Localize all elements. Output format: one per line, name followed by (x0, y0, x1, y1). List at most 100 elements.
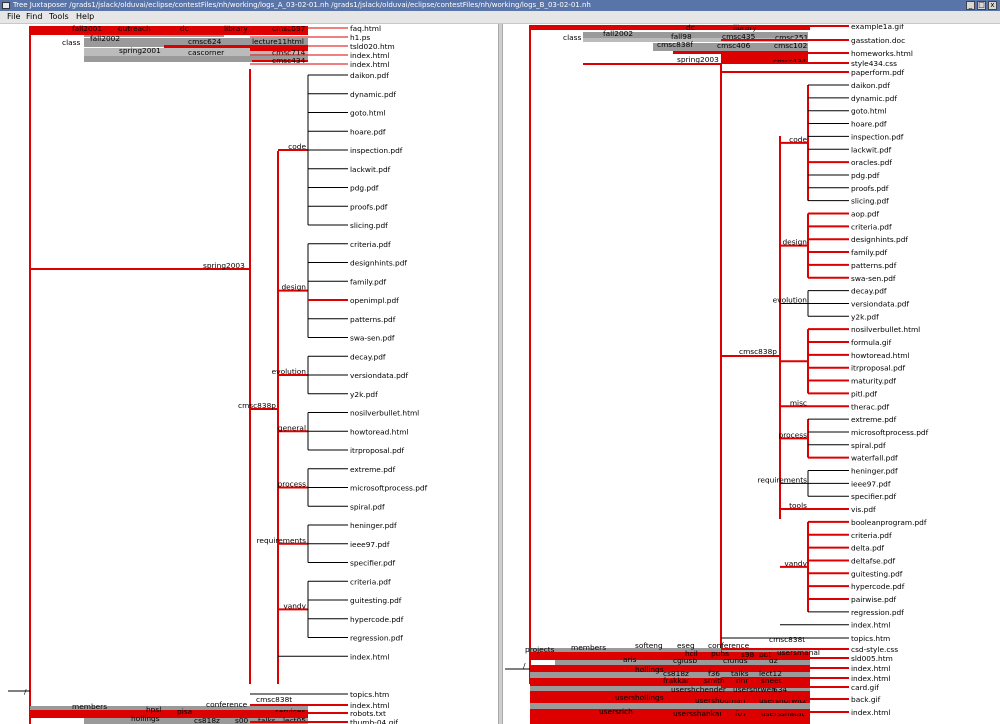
file-leaf[interactable]: index.html (350, 51, 389, 60)
file-leaf[interactable]: topics.htm (350, 690, 389, 699)
file-leaf[interactable]: index.html (851, 674, 890, 683)
file-leaf[interactable]: extreme.pdf (350, 465, 396, 474)
file-leaf[interactable]: oracles.pdf (851, 158, 892, 167)
file-leaf[interactable]: style434.css (851, 59, 897, 68)
file-leaf[interactable]: family.pdf (350, 277, 386, 286)
file-leaf[interactable]: howtoread.html (350, 427, 409, 436)
file-leaf[interactable]: spiral.pdf (350, 502, 385, 511)
file-leaf[interactable]: patterns.pdf (851, 261, 897, 270)
file-leaf[interactable]: vis.pdf (851, 505, 876, 514)
file-leaf[interactable]: itrproposal.pdf (851, 364, 905, 373)
file-leaf[interactable]: inspection.pdf (851, 132, 904, 141)
file-leaf[interactable]: y2k.pdf (851, 312, 879, 321)
file-leaf[interactable]: goto.html (851, 107, 887, 116)
file-leaf[interactable]: criteria.pdf (851, 222, 892, 231)
file-leaf[interactable]: swa-sen.pdf (851, 274, 896, 283)
file-leaf[interactable]: guitesting.pdf (851, 569, 903, 578)
file-leaf[interactable]: delta.pdf (851, 544, 884, 553)
file-leaf[interactable]: spiral.pdf (851, 441, 886, 450)
minimize-button[interactable]: _ (966, 1, 975, 10)
left-tree-pane[interactable]: fall2001 outreach dc library cmsc697 class fal… (0, 24, 498, 724)
file-leaf[interactable]: versiondata.pdf (350, 371, 408, 380)
file-leaf[interactable]: slicing.pdf (350, 221, 388, 230)
file-leaf[interactable]: dynamic.pdf (350, 90, 396, 99)
file-leaf[interactable]: aop.pdf (851, 210, 879, 219)
file-leaf[interactable]: regression.pdf (350, 634, 403, 643)
file-leaf[interactable]: lackwit.pdf (851, 145, 892, 154)
pane-divider[interactable] (498, 24, 503, 724)
file-leaf[interactable]: family.pdf (851, 248, 887, 257)
file-leaf[interactable]: heninger.pdf (350, 521, 397, 530)
file-leaf[interactable]: csd-style.css (851, 645, 898, 654)
file-leaf[interactable]: maturity.pdf (851, 377, 896, 386)
file-leaf[interactable]: waterfall.pdf (851, 454, 898, 463)
file-leaf[interactable]: extreme.pdf (851, 415, 897, 424)
file-leaf[interactable]: homeworks.html (851, 49, 913, 58)
file-leaf[interactable]: index.html (851, 708, 890, 717)
file-leaf[interactable]: hoare.pdf (350, 127, 386, 136)
file-leaf[interactable]: specifier.pdf (350, 559, 395, 568)
file-leaf[interactable]: daikon.pdf (851, 81, 890, 90)
file-leaf[interactable]: index.html (350, 652, 389, 661)
file-leaf[interactable]: topics.htm (851, 634, 890, 643)
file-leaf[interactable]: back.gif (851, 695, 881, 704)
file-leaf[interactable]: index.html (350, 60, 389, 69)
file-leaf[interactable]: microsoftprocess.pdf (350, 484, 428, 493)
file-leaf[interactable]: heninger.pdf (851, 467, 898, 476)
file-leaf[interactable]: decay.pdf (350, 352, 386, 361)
file-leaf[interactable]: index.html (851, 621, 890, 630)
file-leaf[interactable]: card.gif (851, 683, 879, 692)
file-leaf[interactable]: paperform.pdf (851, 68, 904, 77)
file-leaf[interactable]: proofs.pdf (350, 202, 388, 211)
file-leaf[interactable]: designhints.pdf (350, 259, 407, 268)
file-leaf[interactable]: index.html (350, 701, 389, 710)
file-leaf[interactable]: swa-sen.pdf (350, 334, 395, 343)
file-leaf[interactable]: ieee97.pdf (350, 540, 390, 549)
file-leaf[interactable]: decay.pdf (851, 287, 887, 296)
file-leaf[interactable]: microsoftprocess.pdf (851, 428, 929, 437)
file-leaf[interactable]: goto.html (350, 109, 386, 118)
file-leaf[interactable]: robots.txt (350, 709, 386, 718)
file-leaf[interactable]: pdg.pdf (851, 171, 880, 180)
file-leaf[interactable]: thumb-04.gif (350, 718, 398, 724)
file-leaf[interactable]: ieee97.pdf (851, 479, 891, 488)
menu-file[interactable]: File (7, 12, 21, 21)
file-leaf[interactable]: regression.pdf (851, 608, 904, 617)
maximize-button[interactable]: □ (977, 1, 986, 10)
file-leaf[interactable]: pairwise.pdf (851, 595, 897, 604)
file-leaf[interactable]: designhints.pdf (851, 235, 908, 244)
right-tree-pane[interactable]: dc library class fall2002 cmsc251 fall98 cmsc4… (503, 24, 1000, 724)
file-leaf[interactable]: h1.ps (350, 33, 370, 42)
file-leaf[interactable]: guitesting.pdf (350, 596, 402, 605)
file-leaf[interactable]: itrproposal.pdf (350, 446, 404, 455)
file-leaf[interactable]: pitl.pdf (851, 389, 877, 398)
file-leaf[interactable]: hypercode.pdf (851, 582, 905, 591)
file-leaf[interactable]: deltafse.pdf (851, 556, 895, 565)
file-leaf[interactable]: therac.pdf (851, 402, 889, 411)
file-leaf[interactable]: hypercode.pdf (350, 615, 404, 624)
menu-tools[interactable]: Tools (49, 12, 69, 21)
file-leaf[interactable]: booleanprogram.pdf (851, 518, 927, 527)
file-leaf[interactable]: lackwit.pdf (350, 165, 391, 174)
file-leaf[interactable]: daikon.pdf (350, 71, 389, 80)
file-leaf[interactable]: hoare.pdf (851, 120, 887, 129)
file-leaf[interactable]: proofs.pdf (851, 184, 889, 193)
file-leaf[interactable]: criteria.pdf (350, 577, 391, 586)
right-tree-canvas[interactable]: dc library class fall2002 cmsc251 fall98 cmsc4… (503, 24, 1000, 724)
file-leaf[interactable]: example1a.gif (851, 24, 904, 31)
file-leaf[interactable]: patterns.pdf (350, 315, 396, 324)
file-leaf[interactable]: formula.gif (851, 338, 892, 347)
file-leaf[interactable]: inspection.pdf (350, 146, 403, 155)
file-leaf[interactable]: tsld020.htm (350, 42, 395, 51)
file-leaf[interactable]: dynamic.pdf (851, 94, 897, 103)
file-leaf[interactable]: howtoread.html (851, 351, 910, 360)
file-leaf[interactable]: index.html (851, 664, 890, 673)
file-leaf[interactable]: specifier.pdf (851, 492, 896, 501)
menu-find[interactable]: Find (26, 12, 43, 21)
file-leaf[interactable]: y2k.pdf (350, 390, 378, 399)
file-leaf[interactable]: slicing.pdf (851, 197, 889, 206)
file-leaf[interactable]: nosilverbullet.html (851, 325, 920, 334)
file-leaf[interactable]: versiondata.pdf (851, 299, 909, 308)
file-leaf[interactable]: openimpl.pdf (350, 296, 399, 305)
